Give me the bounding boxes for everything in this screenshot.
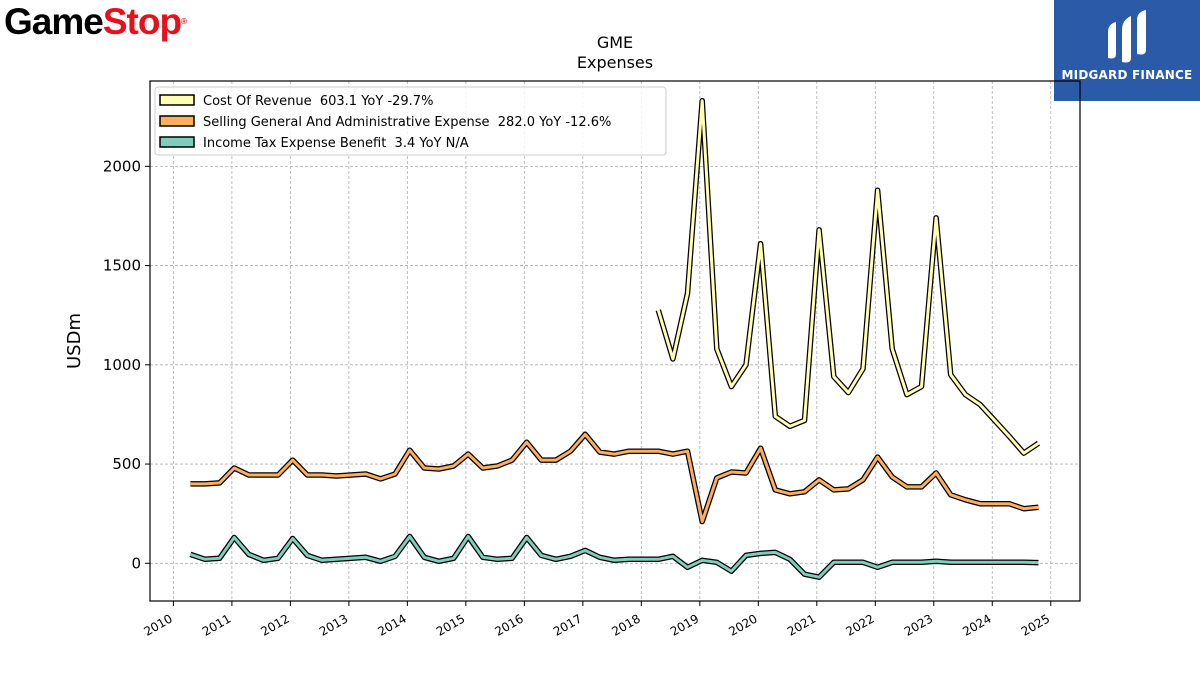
series-1-line (656, 99, 1040, 455)
x-tick-label: 2020 (726, 611, 759, 638)
legend-swatch (159, 136, 195, 148)
legend-label: Income Tax Expense Benefit 3.4 YoY N/A (203, 136, 469, 151)
x-tick-label: 2024 (960, 611, 993, 638)
x-tick-label: 2019 (668, 611, 701, 638)
midgard-finance-logo: MIDGARD FINANCE (1054, 0, 1200, 101)
legend-swatch (159, 94, 195, 106)
x-tick-label: 2017 (551, 611, 584, 638)
gamestop-logo: GameStop® (4, 1, 187, 42)
x-tick-label: 2015 (434, 611, 467, 638)
x-tick-label: 2011 (200, 611, 233, 638)
x-tick-label: 2010 (141, 611, 174, 638)
x-tick-label: 2014 (375, 611, 408, 638)
x-tick-label: 2018 (609, 611, 642, 638)
chart-axes: 2010 2011 2012 2013 2014 2015 2016 2017 2018 2019… (103, 157, 1052, 639)
y-tick-label: 1500 (103, 257, 141, 275)
plot-frame (149, 80, 1081, 602)
x-tick-label: 2016 (492, 611, 525, 638)
legend-frame (154, 86, 667, 156)
series-2-line (190, 432, 1039, 524)
y-tick-label: 500 (112, 455, 141, 473)
series-3-outline (189, 533, 1039, 580)
chart-title: GME (597, 33, 633, 52)
logo-text-game: Game (4, 1, 104, 42)
chart-legend: Cost Of Revenue 603.1 YoY -29.7% Selling … (154, 86, 667, 156)
y-axis-label: USDm (64, 313, 85, 369)
x-tick-label: 2013 (317, 611, 350, 638)
x-tick-label: 2012 (258, 611, 291, 638)
legend-label: Cost Of Revenue 603.1 YoY -29.7% (203, 94, 433, 109)
midgard-mark-icon (1108, 10, 1146, 63)
x-tick-label: 2022 (843, 611, 876, 638)
y-tick-label: 0 (131, 554, 141, 572)
logo-text-stop: Stop (102, 1, 182, 42)
x-tick-label: 2025 (1019, 611, 1052, 638)
legend-label: Selling General And Administrative Expen… (203, 115, 611, 130)
chart-series (189, 98, 1041, 580)
chart-subtitle: Expenses (577, 53, 653, 72)
y-tick-label: 2000 (103, 157, 141, 175)
legend-swatch (159, 115, 195, 127)
series-2-outline (190, 431, 1039, 525)
series-1-outline (655, 98, 1041, 456)
x-tick-label: 2023 (902, 611, 935, 638)
y-tick-label: 1000 (103, 356, 141, 374)
chart-grid (150, 81, 1080, 601)
midgard-brand-name: MIDGARD FINANCE (1061, 68, 1193, 82)
series-3-line (189, 535, 1039, 579)
logo-registered-mark: ® (181, 17, 187, 26)
x-tick-label: 2021 (785, 611, 818, 638)
